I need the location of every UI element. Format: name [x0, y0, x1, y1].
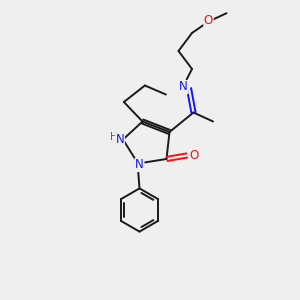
Text: N: N — [179, 80, 188, 94]
Text: H: H — [110, 131, 117, 142]
Text: N: N — [135, 158, 144, 172]
Text: O: O — [204, 14, 213, 28]
Text: O: O — [190, 149, 199, 162]
Text: N: N — [116, 133, 124, 146]
